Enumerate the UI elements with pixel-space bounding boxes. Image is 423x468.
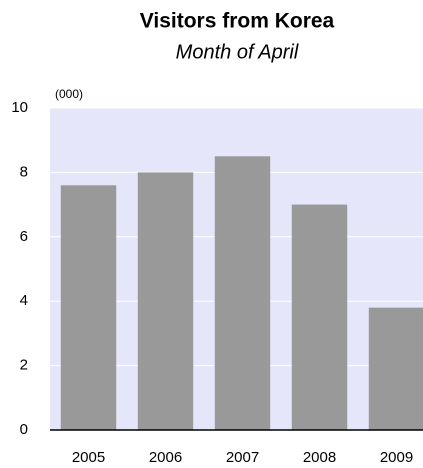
unit-label: (000) — [55, 87, 83, 101]
bar — [60, 185, 117, 430]
bar — [291, 204, 348, 430]
bar — [137, 172, 194, 430]
plot — [50, 107, 423, 431]
x-tick-label: 2005 — [72, 449, 105, 466]
x-tick-label: 2007 — [226, 449, 259, 466]
y-tick-label: 8 — [20, 163, 28, 180]
x-tick-label: 2009 — [380, 449, 413, 466]
y-tick-label: 10 — [11, 99, 28, 116]
bar — [368, 307, 423, 430]
chart-subtitle: Month of April — [176, 41, 299, 63]
y-tick-label: 0 — [20, 421, 28, 438]
y-tick-label: 6 — [20, 228, 28, 245]
x-tick-label: 2008 — [303, 449, 336, 466]
y-tick-label: 4 — [20, 292, 28, 309]
x-tick-label: 2006 — [149, 449, 182, 466]
bar — [214, 156, 271, 431]
y-tick-label: 2 — [20, 357, 28, 374]
chart-title: Visitors from Korea — [140, 10, 335, 33]
